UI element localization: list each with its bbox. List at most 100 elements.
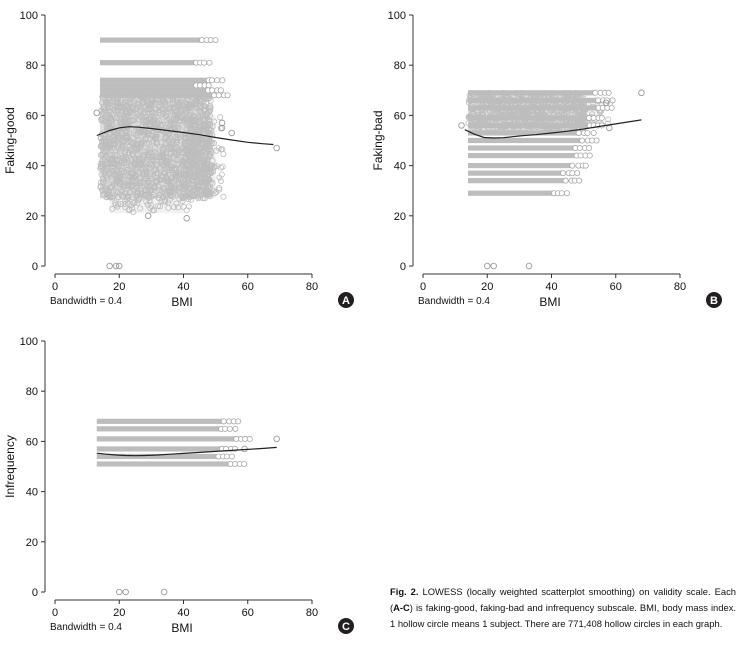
- scatter-point: [579, 137, 586, 144]
- scatter-point: [162, 101, 169, 108]
- scatter-point: [118, 123, 125, 130]
- scatter-point: [167, 185, 174, 192]
- scatter-point: [147, 146, 154, 153]
- y-tick-label: 0: [32, 587, 38, 599]
- scatter-point: [170, 204, 177, 211]
- score-band-c-2: [96, 436, 239, 442]
- y-axis-label-c: Infrequency: [3, 435, 17, 498]
- score-band-b-10: [467, 170, 565, 176]
- scatter-point: [110, 156, 117, 163]
- scatter-point: [99, 138, 106, 145]
- scatter-point: [181, 112, 188, 119]
- scatter-outlier-a-5: [218, 124, 226, 132]
- scatter-point: [176, 130, 183, 137]
- scatter-point: [203, 163, 210, 170]
- scatter-point: [155, 104, 162, 111]
- scatter-point: [169, 138, 176, 145]
- scatter-point: [127, 146, 134, 153]
- scatter-point: [165, 157, 172, 164]
- scatter-point: [175, 173, 182, 180]
- scatter-point: [577, 152, 584, 159]
- scatter-point: [569, 170, 576, 177]
- y-tick-label: 100: [20, 10, 38, 22]
- x-tick-label: 60: [610, 281, 622, 293]
- scatter-point: [103, 194, 110, 201]
- x-tick-label: 80: [306, 281, 318, 293]
- scatter-point: [124, 132, 131, 139]
- scatter-point: [584, 129, 591, 136]
- scatter-point: [181, 177, 188, 184]
- scatter-point: [164, 185, 171, 192]
- scatter-point: [605, 116, 612, 123]
- y-tick-label: 20: [26, 537, 38, 549]
- scatter-point: [188, 115, 195, 122]
- scatter-point: [169, 116, 176, 123]
- scatter-point: [608, 104, 615, 111]
- scatter-point: [140, 117, 147, 124]
- scatter-point: [118, 145, 125, 152]
- scatter-point: [203, 169, 210, 176]
- scatter-point: [185, 196, 192, 203]
- scatter-point: [198, 188, 205, 195]
- scatter-point: [124, 110, 131, 117]
- scatter-point: [207, 169, 214, 176]
- scatter-point: [159, 97, 166, 104]
- scatter-point: [147, 150, 154, 157]
- scatter-point: [179, 198, 186, 205]
- scatter-point: [141, 153, 148, 160]
- y-tick-label: 100: [20, 336, 38, 348]
- scatter-point: [223, 453, 230, 460]
- scatter-point: [164, 178, 171, 185]
- scatter-point: [217, 177, 224, 184]
- x-tick-label: 20: [113, 281, 125, 293]
- scatter-point: [119, 183, 126, 190]
- scatter-point: [160, 173, 167, 180]
- bandwidth-note-b: Bandwidth = 0.4: [418, 296, 490, 307]
- scatter-point: [212, 37, 219, 44]
- scatter-outlier-c-0: [115, 588, 123, 596]
- lowess-line-b: [464, 119, 642, 139]
- y-tick-label: 40: [26, 161, 38, 173]
- scatter-point: [197, 179, 204, 186]
- scatter-point: [203, 123, 210, 130]
- scatter-point: [206, 59, 213, 66]
- scatter-point: [194, 126, 201, 133]
- scatter-point: [102, 107, 109, 114]
- scatter-point: [205, 82, 212, 89]
- scatter-point: [132, 161, 139, 168]
- score-band-c-3: [96, 446, 223, 452]
- scatter-point: [97, 160, 104, 167]
- scatter-point: [146, 109, 153, 116]
- scatter-point: [152, 110, 159, 117]
- scatter-point: [154, 153, 161, 160]
- scatter-point: [165, 199, 172, 206]
- score-band-a-5: [99, 92, 216, 98]
- scatter-point: [135, 196, 142, 203]
- caption-range: A-C: [393, 602, 410, 613]
- scatter-point: [112, 129, 119, 136]
- scatter-point: [128, 107, 135, 114]
- scatter-point: [145, 129, 152, 136]
- x-tick-label: 0: [52, 607, 58, 619]
- scatter-point: [590, 129, 597, 136]
- score-band-a-0: [99, 37, 203, 43]
- scatter-point: [191, 153, 198, 160]
- scatter-point: [150, 207, 157, 214]
- y-tick-label: 40: [26, 487, 38, 499]
- scatter-point: [183, 120, 190, 127]
- scatter-outlier-b-4: [602, 99, 610, 107]
- scatter-point: [142, 164, 149, 171]
- scatter-point: [187, 138, 194, 145]
- scatter-chart-a: 0 20 40 60 80 100 0 20 40 60 80 Faking-good BMI Bandw…: [3, 10, 354, 309]
- scatter-point: [134, 101, 141, 108]
- scatter-point: [102, 184, 109, 191]
- scatter-point: [124, 120, 131, 127]
- y-tick-label: 60: [394, 110, 406, 122]
- scatter-point: [122, 159, 129, 166]
- score-band-b-1: [467, 97, 600, 103]
- scatter-point: [104, 153, 111, 160]
- scatter-point: [204, 189, 211, 196]
- scatter-point: [582, 162, 589, 169]
- scatter-point: [109, 111, 116, 118]
- scatter-point: [146, 160, 153, 167]
